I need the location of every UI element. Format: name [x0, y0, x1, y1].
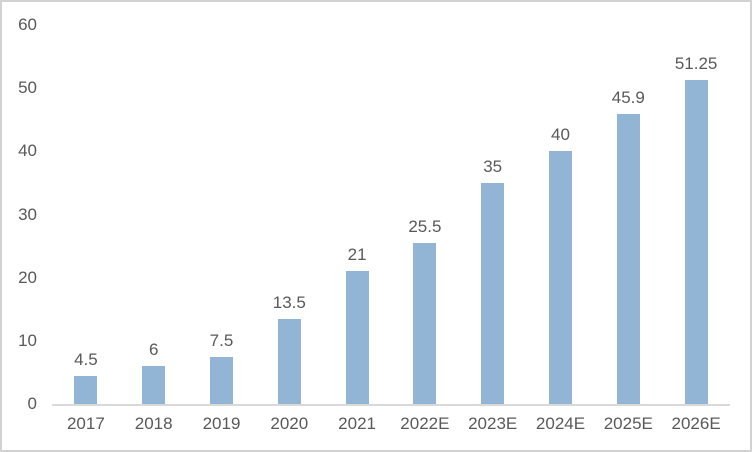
bar-2020	[277, 318, 301, 404]
bar-value-label-2026E: 51.25	[674, 54, 718, 74]
bar-2018	[142, 366, 166, 404]
bar-value-label-2021: 21	[347, 245, 367, 265]
x-tick-label-2024E: 2024E	[535, 414, 586, 433]
x-tick-label-2021: 2021	[338, 414, 376, 433]
x-axis-line	[52, 404, 730, 406]
x-tick-label-2019: 2019	[202, 414, 241, 433]
x-tick-label-2020: 2020	[270, 414, 309, 433]
y-tick-label-0: 0	[27, 394, 37, 413]
bar-2017	[74, 375, 98, 404]
bar-value-label-2017: 4.5	[74, 349, 98, 369]
y-tick-label-10: 10	[18, 330, 37, 350]
x-tick-label-2018: 2018	[134, 414, 173, 433]
bar-2019	[210, 356, 233, 404]
y-tick-label-30: 30	[18, 204, 37, 224]
x-tick-label-2026E: 2026E	[671, 414, 721, 433]
bar-value-label-2018: 6	[148, 340, 159, 360]
bar-2025E	[616, 114, 640, 404]
y-tick-label-20: 20	[18, 267, 37, 287]
bar-2023E	[481, 182, 505, 404]
bar-value-label-2022E: 25.5	[408, 216, 442, 236]
bar-2021	[345, 271, 369, 404]
bar-value-label-2023E: 35	[483, 156, 503, 176]
bar-2022E	[413, 242, 437, 404]
y-tick-label-40: 40	[18, 141, 37, 161]
x-tick-label-2017: 2017	[66, 414, 105, 433]
y-tick-label-60: 60	[18, 15, 37, 34]
x-tick-label-2025E: 2025E	[603, 414, 653, 433]
bar-value-label-2024E: 40	[551, 125, 570, 145]
bar-value-label-2020: 13.5	[272, 292, 306, 312]
bar-value-label-2019: 7.5	[209, 330, 234, 350]
x-tick-label-2023E: 2023E	[468, 414, 518, 433]
bar-2026E	[684, 80, 708, 404]
bar-value-label-2025E: 45.9	[611, 88, 645, 108]
bar-2024E	[549, 151, 572, 404]
x-tick-label-2022E: 2022E	[400, 414, 450, 433]
y-tick-label-50: 50	[18, 78, 37, 98]
